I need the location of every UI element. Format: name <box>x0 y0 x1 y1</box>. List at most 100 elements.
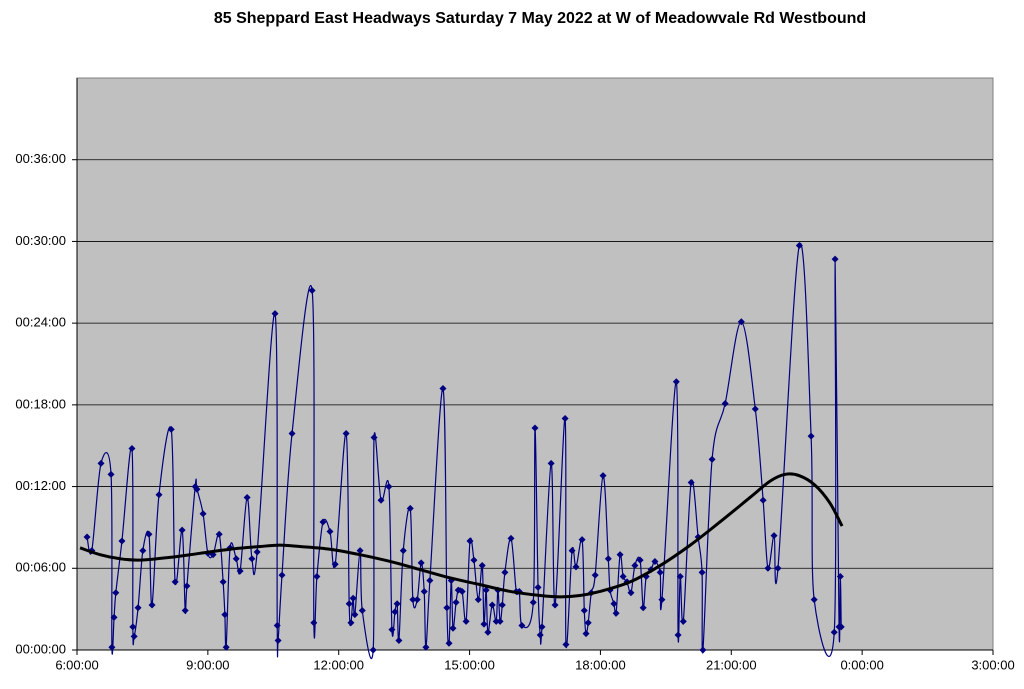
data-point <box>413 596 421 604</box>
data-point <box>278 571 286 579</box>
data-point <box>759 496 767 504</box>
data-point <box>572 563 580 571</box>
data-point <box>676 572 684 580</box>
data-point <box>478 562 486 570</box>
data-point <box>466 537 474 545</box>
data-point <box>326 528 334 536</box>
data-point <box>232 555 240 563</box>
data-point <box>248 555 256 563</box>
data-point <box>721 399 729 407</box>
data-point <box>698 568 706 576</box>
data-point <box>193 485 201 493</box>
data-point <box>347 619 355 627</box>
data-point <box>480 620 488 628</box>
x-tick-label: 3:00:00 <box>971 657 1014 672</box>
data-point <box>496 617 504 625</box>
y-tick-label: 00:18:00 <box>15 396 66 411</box>
data-point <box>458 587 466 595</box>
data-point <box>764 564 772 572</box>
data-point <box>568 547 576 555</box>
data-point <box>183 582 191 590</box>
data-point <box>215 530 223 538</box>
data-point <box>97 459 105 467</box>
data-point <box>391 608 399 616</box>
data-point <box>674 631 682 639</box>
data-point <box>107 470 115 478</box>
x-tick-label: 15:00:00 <box>444 657 495 672</box>
data-point <box>631 562 639 570</box>
data-point <box>651 557 659 565</box>
data-point <box>562 641 570 649</box>
data-point <box>501 568 509 576</box>
data-line <box>86 242 842 660</box>
data-point <box>273 621 281 629</box>
data-point <box>308 286 316 294</box>
data-point <box>370 434 378 442</box>
data-point <box>110 613 118 621</box>
data-point <box>417 559 425 567</box>
data-point <box>393 600 401 608</box>
data-point <box>449 624 457 632</box>
data-point <box>399 547 407 555</box>
data-point <box>708 455 716 463</box>
data-point <box>658 596 666 604</box>
data-point <box>222 643 230 651</box>
data-point <box>534 583 542 591</box>
data-point <box>627 589 635 597</box>
y-tick-label: 00:12:00 <box>15 478 66 493</box>
data-point <box>426 577 434 585</box>
data-point <box>482 586 490 594</box>
data-point <box>604 555 612 563</box>
data-point <box>561 414 569 422</box>
data-point <box>810 596 818 604</box>
data-point <box>148 601 156 609</box>
data-point <box>236 567 244 575</box>
data-point <box>687 478 695 486</box>
data-point <box>578 536 586 544</box>
x-tick-label: 9:00:00 <box>186 657 229 672</box>
data-point <box>134 604 142 612</box>
data-point <box>584 619 592 627</box>
x-tick-label: 21:00:00 <box>706 657 757 672</box>
y-tick-label: 00:06:00 <box>15 560 66 575</box>
data-point <box>610 600 618 608</box>
data-point <box>128 444 136 452</box>
data-point <box>474 596 482 604</box>
data-point <box>129 623 137 631</box>
data-point <box>462 617 470 625</box>
data-point <box>219 578 227 586</box>
y-tick-label: 00:00:00 <box>15 641 66 656</box>
data-point <box>221 611 229 619</box>
data-point <box>452 598 460 606</box>
data-point <box>672 378 680 386</box>
data-point <box>406 504 414 512</box>
data-point <box>492 617 500 625</box>
data-point <box>310 619 318 627</box>
data-point <box>385 483 393 491</box>
data-point <box>656 568 664 576</box>
data-point <box>470 556 478 564</box>
data-point <box>342 429 350 437</box>
data-point <box>529 598 537 606</box>
y-tick-label: 00:36:00 <box>15 151 66 166</box>
plot-area <box>76 77 994 651</box>
x-tick-label: 0:00:00 <box>840 657 883 672</box>
y-tick-label: 00:30:00 <box>15 233 66 248</box>
data-point <box>831 255 839 263</box>
data-point <box>795 242 803 250</box>
data-point <box>369 646 377 654</box>
chart-title: 85 Sheppard East Headways Saturday 7 May… <box>214 10 866 27</box>
data-point <box>112 589 120 597</box>
y-tick-label: 00:24:00 <box>15 315 66 330</box>
data-point <box>253 548 261 556</box>
data-point <box>167 425 175 433</box>
data-point <box>388 626 396 634</box>
data-point <box>484 628 492 636</box>
x-tick-label: 6:00:00 <box>55 657 98 672</box>
data-point <box>498 601 506 609</box>
data-point <box>488 601 496 609</box>
data-point <box>422 643 430 651</box>
data-point <box>582 630 590 638</box>
data-point <box>807 432 815 440</box>
